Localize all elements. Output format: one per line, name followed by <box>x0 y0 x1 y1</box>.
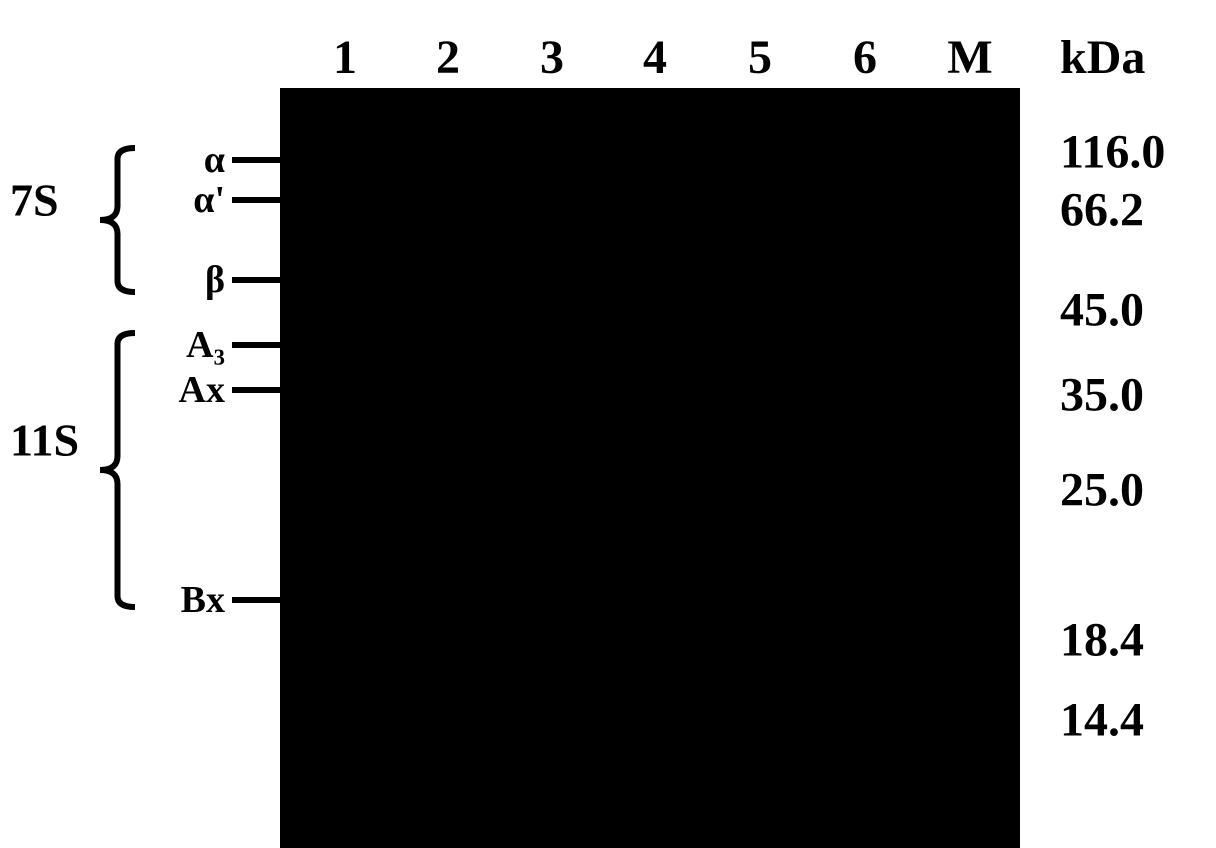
kda-header: kDa <box>1060 30 1145 85</box>
group-brace <box>100 330 135 610</box>
band-tick <box>232 597 280 603</box>
mw-marker-18-4: 18.4 <box>1060 613 1144 668</box>
band-label-α': α' <box>135 178 225 222</box>
group-label-11S: 11S <box>10 414 79 467</box>
lane-label-6: 6 <box>853 30 877 85</box>
band-label-Ax: Ax <box>135 368 225 412</box>
band-label-α: α <box>135 138 225 182</box>
mw-marker-66-2: 66.2 <box>1060 183 1144 238</box>
band-label-Bx: Bx <box>135 578 225 622</box>
lane-label-4: 4 <box>643 30 667 85</box>
mw-marker-116-0: 116.0 <box>1060 125 1165 180</box>
band-tick <box>232 157 280 163</box>
mw-marker-35-0: 35.0 <box>1060 368 1144 423</box>
band-tick <box>232 342 280 348</box>
band-tick <box>232 197 280 203</box>
lane-label-2: 2 <box>436 30 460 85</box>
band-tick <box>232 387 280 393</box>
lane-label-3: 3 <box>540 30 564 85</box>
group-brace <box>100 145 135 295</box>
band-label-β: β <box>135 258 225 302</box>
lane-label-M: M <box>947 30 992 85</box>
band-tick <box>232 277 280 283</box>
gel-figure: 1 2 3 4 5 6 M kDa 116.066.2 45.0 35.0 25.0 18.4 14.… <box>0 0 1216 848</box>
mw-marker-14-4: 14.4 <box>1060 693 1144 748</box>
mw-marker-25-0: 25.0 <box>1060 463 1144 518</box>
mw-marker-45-0: 45.0 <box>1060 283 1144 338</box>
lane-label-1: 1 <box>333 30 357 85</box>
band-label-A₃: A₃ <box>135 323 225 367</box>
gel-image <box>280 88 1020 848</box>
lane-label-5: 5 <box>748 30 772 85</box>
group-label-7S: 7S <box>10 174 59 227</box>
